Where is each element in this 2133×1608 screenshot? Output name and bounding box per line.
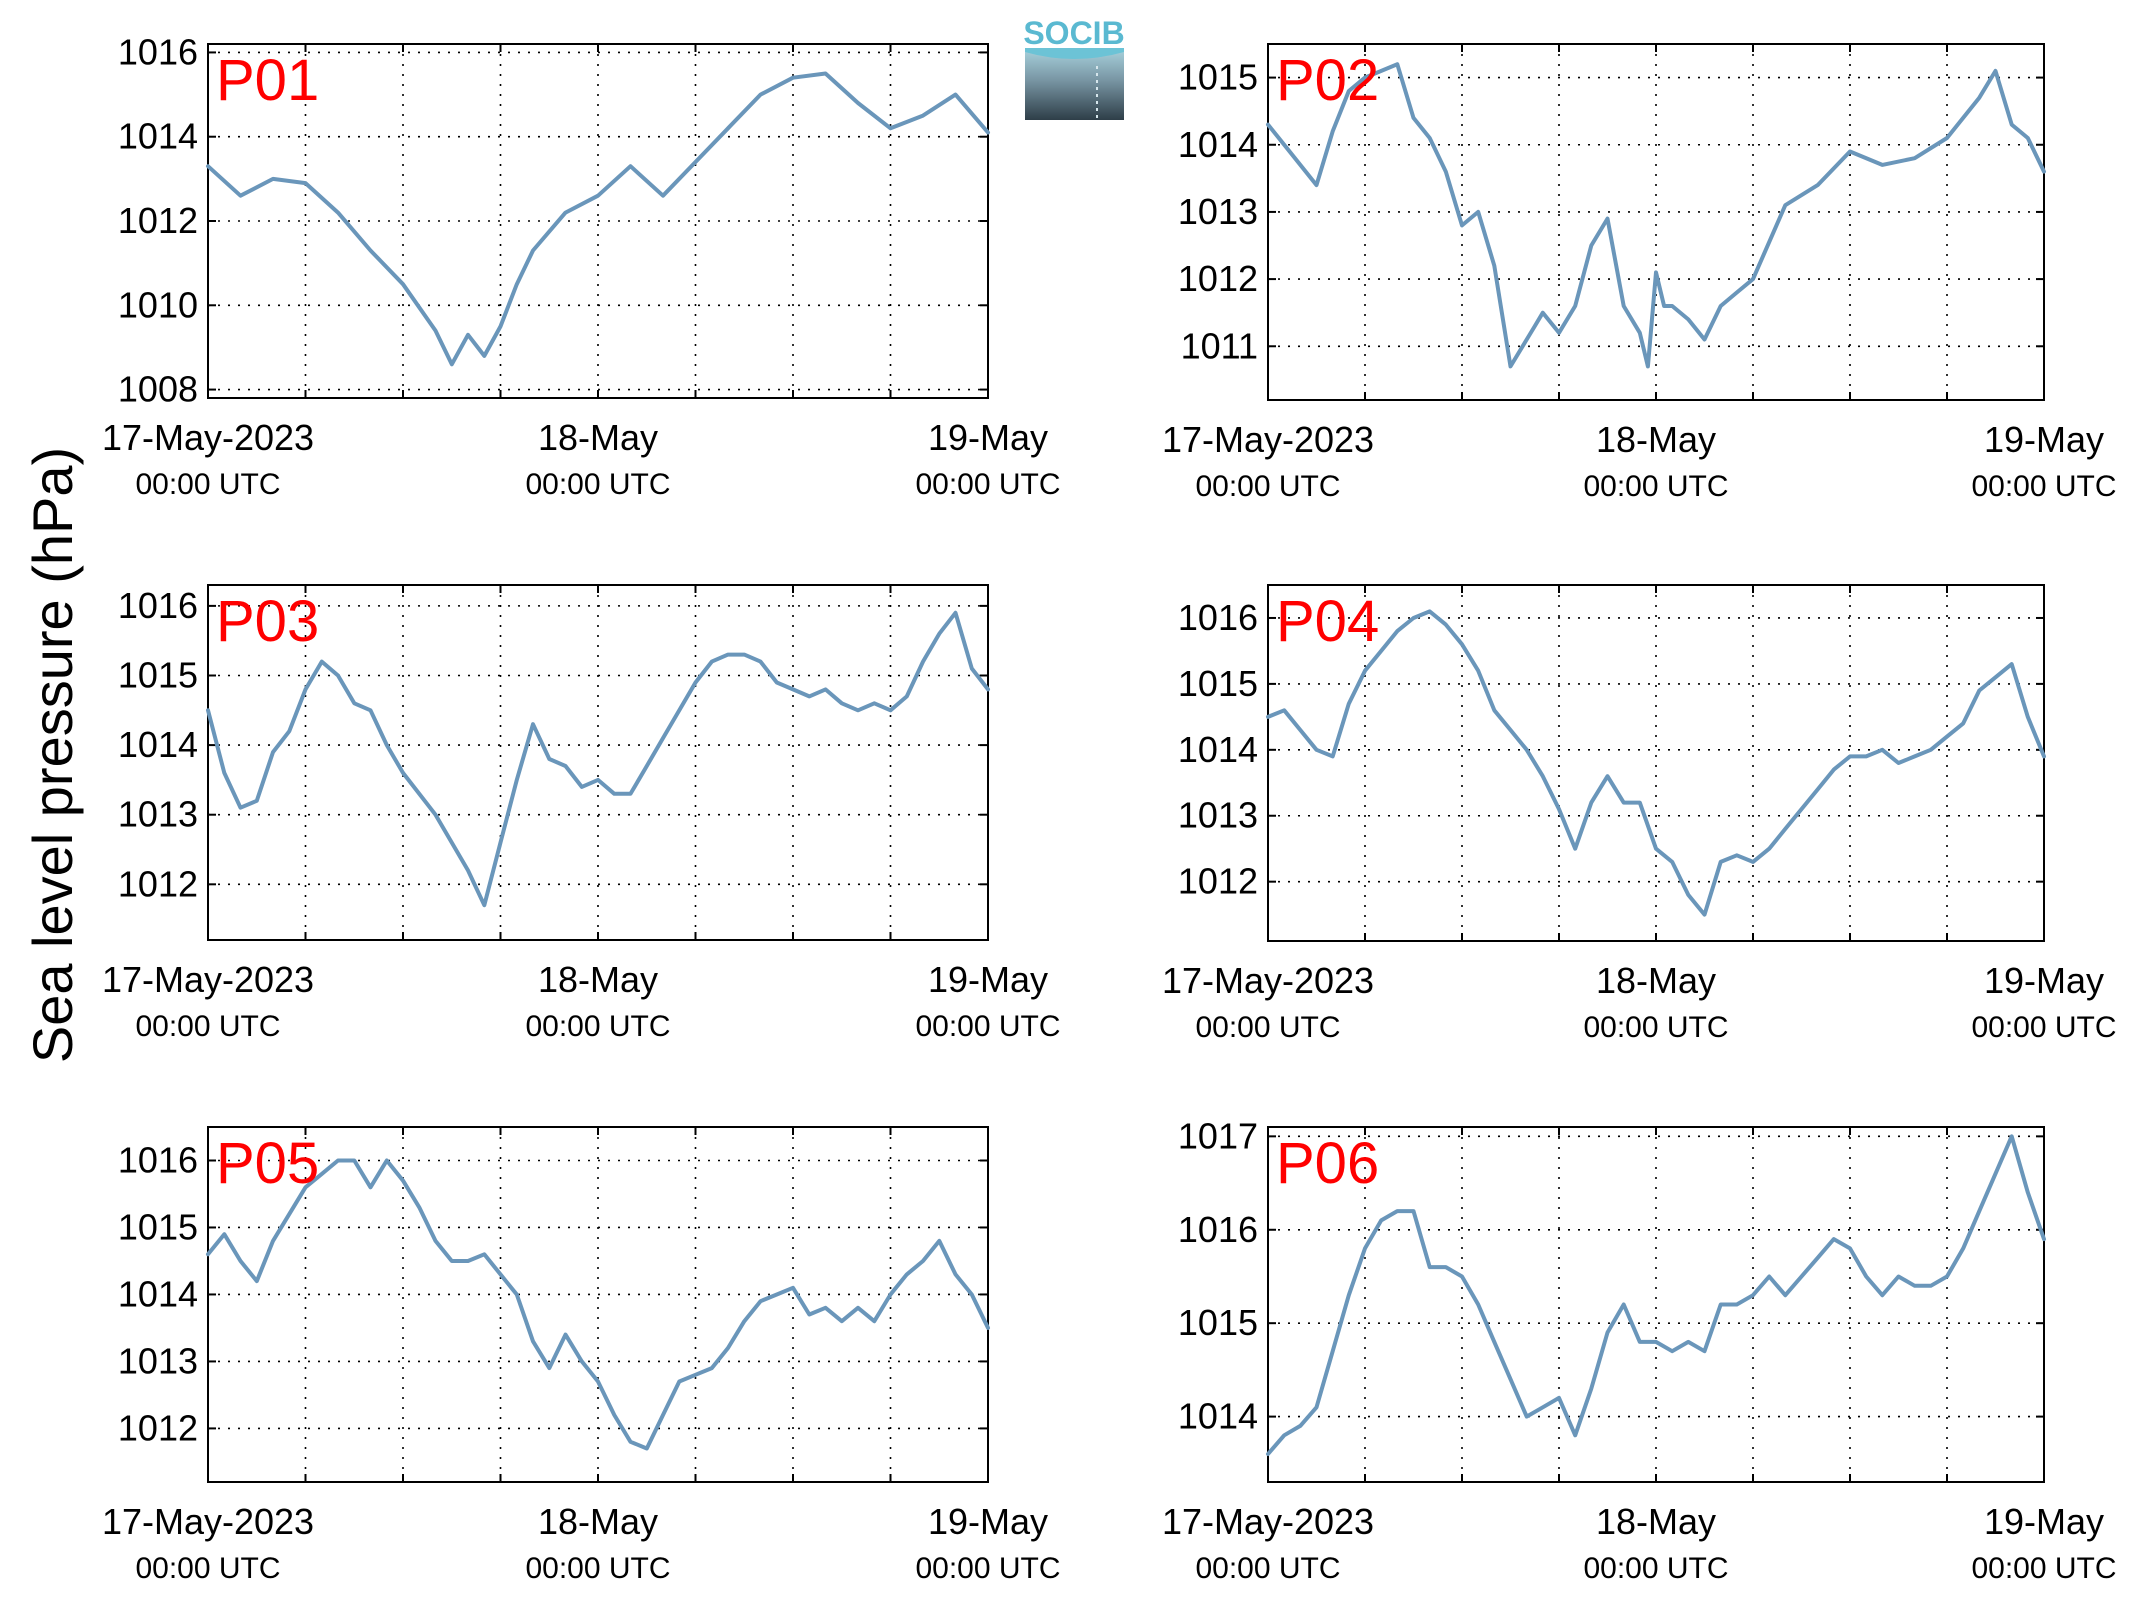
y-tick-label: 1008 — [118, 369, 198, 410]
y-tick-label: 1012 — [118, 863, 198, 904]
y-tick-label: 1016 — [118, 31, 198, 72]
x-tick-label: 19-May — [928, 959, 1048, 1000]
x-tick-label: 18-May — [1596, 1501, 1716, 1542]
panel-p06: 1014 1015 1016 1017 17-May-2023 00:00 UTC 18-M… — [1162, 1115, 2117, 1585]
y-tick-label: 1016 — [1178, 597, 1258, 638]
socib-logo-text: SOCIB — [1023, 15, 1124, 51]
y-tick-label: 1016 — [118, 585, 198, 626]
x-tick-label: 17-May-2023 — [1162, 1501, 1374, 1542]
panel-label: P01 — [216, 48, 319, 113]
series-line-p02 — [1266, 62, 2046, 369]
panel-label: P04 — [1276, 589, 1379, 654]
y-tick-label: 1012 — [118, 200, 198, 241]
y-tick-label: 1015 — [1178, 57, 1258, 98]
y-tick-label: 1012 — [1178, 258, 1258, 299]
series-line-p03 — [206, 610, 990, 908]
x-tick-label: 18-May — [538, 1501, 658, 1542]
x-tick-label: 18-May — [538, 417, 658, 458]
x-tick-sublabel: 00:00 UTC — [1971, 1011, 2116, 1044]
x-tick-sublabel: 00:00 UTC — [1583, 1011, 1728, 1044]
y-tick-label: 1014 — [118, 724, 198, 765]
y-tick-label: 1014 — [1178, 124, 1258, 165]
x-tick-sublabel: 00:00 UTC — [915, 1552, 1060, 1585]
y-tick-label: 1011 — [1181, 325, 1258, 366]
x-tick-label: 17-May-2023 — [1162, 419, 1374, 460]
y-tick-label: 1012 — [118, 1407, 198, 1448]
panel-label: P02 — [1276, 48, 1379, 113]
x-tick-label: 18-May — [1596, 960, 1716, 1001]
x-tick-label: 17-May-2023 — [102, 417, 314, 458]
x-tick-label: 17-May-2023 — [1162, 960, 1374, 1001]
x-tick-label: 17-May-2023 — [102, 959, 314, 1000]
panel-p03: 1012 1013 1014 1015 1016 17-May-2023 00:00 UTC… — [102, 584, 1061, 1043]
x-tick-sublabel: 00:00 UTC — [1195, 1011, 1340, 1044]
y-tick-label: 1013 — [1178, 191, 1258, 232]
y-axis-label: Sea level pressure (hPa) — [21, 447, 84, 1063]
y-tick-label: 1014 — [1178, 729, 1258, 770]
y-tick-label: 1015 — [118, 654, 198, 695]
y-tick-label: 1014 — [118, 116, 198, 157]
x-tick-sublabel: 00:00 UTC — [915, 1010, 1060, 1043]
x-tick-label: 19-May — [1984, 1501, 2104, 1542]
x-tick-sublabel: 00:00 UTC — [1583, 470, 1728, 503]
y-tick-label: 1016 — [1178, 1209, 1258, 1250]
x-tick-label: 19-May — [928, 417, 1048, 458]
series-line-p01 — [206, 71, 990, 367]
series-line-p05 — [206, 1158, 990, 1451]
x-tick-sublabel: 00:00 UTC — [135, 1552, 280, 1585]
series-line-p04 — [1266, 609, 2046, 917]
panel-p05: 1012 1013 1014 1015 1016 17-May-2023 00:00 UTC… — [102, 1126, 1061, 1585]
x-tick-sublabel: 00:00 UTC — [525, 1010, 670, 1043]
x-tick-sublabel: 00:00 UTC — [1971, 1552, 2116, 1585]
x-tick-sublabel: 00:00 UTC — [1195, 1552, 1340, 1585]
x-tick-sublabel: 00:00 UTC — [915, 468, 1060, 501]
x-tick-label: 18-May — [1596, 419, 1716, 460]
x-tick-sublabel: 00:00 UTC — [1583, 1552, 1728, 1585]
y-tick-label: 1016 — [118, 1139, 198, 1180]
y-tick-label: 1014 — [118, 1273, 198, 1314]
y-tick-label: 1013 — [118, 1340, 198, 1381]
x-tick-label: 19-May — [928, 1501, 1048, 1542]
y-tick-label: 1017 — [1178, 1115, 1258, 1156]
y-tick-label: 1012 — [1178, 861, 1258, 902]
panel-label: P03 — [216, 589, 319, 654]
y-tick-label: 1013 — [118, 794, 198, 835]
panel-p01: 1008 1010 1012 1014 1016 17-May-2023 00:00 UTC… — [102, 31, 1061, 501]
panel-label: P06 — [1276, 1131, 1379, 1196]
y-tick-label: 1013 — [1178, 795, 1258, 836]
y-tick-label: 1015 — [118, 1206, 198, 1247]
x-tick-label: 17-May-2023 — [102, 1501, 314, 1542]
y-tick-label: 1014 — [1178, 1396, 1258, 1437]
axes-box — [1267, 584, 2045, 942]
series-line-p06 — [1266, 1134, 2046, 1456]
x-tick-sublabel: 00:00 UTC — [135, 1010, 280, 1043]
x-tick-sublabel: 00:00 UTC — [525, 468, 670, 501]
y-tick-label: 1015 — [1178, 1302, 1258, 1343]
x-tick-sublabel: 00:00 UTC — [525, 1552, 670, 1585]
axes-box — [1267, 43, 2045, 401]
x-tick-sublabel: 00:00 UTC — [1971, 470, 2116, 503]
x-tick-label: 18-May — [538, 959, 658, 1000]
socib-logo: SOCIB — [1023, 15, 1125, 120]
panel-label: P05 — [216, 1131, 319, 1196]
x-tick-label: 19-May — [1984, 419, 2104, 460]
panel-p02: 1011 1012 1013 1014 1015 17-May-2023 00:00 UTC… — [1162, 43, 2117, 503]
x-tick-sublabel: 00:00 UTC — [1195, 470, 1340, 503]
y-tick-label: 1010 — [118, 284, 198, 325]
panel-p04: 1012 1013 1014 1015 1016 17-May-2023 00:00 UTC… — [1162, 584, 2117, 1044]
x-tick-label: 19-May — [1984, 960, 2104, 1001]
y-tick-label: 1015 — [1178, 663, 1258, 704]
x-tick-sublabel: 00:00 UTC — [135, 468, 280, 501]
